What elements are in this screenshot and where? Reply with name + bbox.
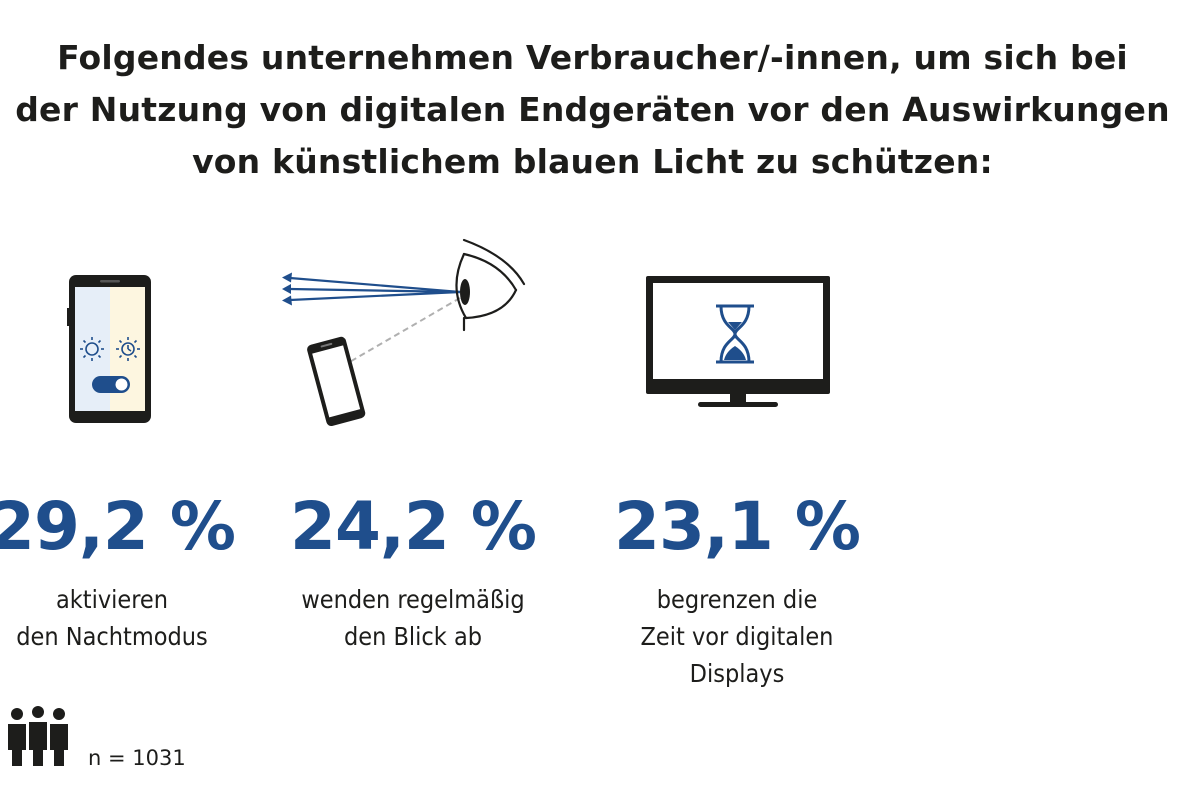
stat-label-2: wenden regelmäßig den Blick ab bbox=[263, 581, 563, 655]
title-line-2: der Nutzung von digitalen Endgeräten vor… bbox=[15, 90, 1170, 129]
title-line-1: Folgendes unternehmen Verbraucher/-innen… bbox=[57, 38, 1128, 77]
stat-value-3: 23,1 % bbox=[614, 488, 861, 565]
sample-size: n = 1031 bbox=[88, 746, 186, 770]
title-line-3: von künstlichem blauen Licht zu schützen… bbox=[192, 142, 993, 181]
stat-label-3-line-1: begrenzen die bbox=[656, 585, 818, 614]
stat-label-2-line-1: wenden regelmäßig bbox=[301, 585, 525, 614]
stat-label-1-line-1: aktivieren bbox=[55, 585, 169, 614]
smartphone-night-mode-icon bbox=[67, 275, 151, 423]
monitor-hourglass-icon bbox=[646, 276, 830, 407]
people-group-icon bbox=[8, 706, 68, 766]
stat-label-2-line-2: den Blick ab bbox=[343, 622, 483, 651]
eye-look-away-icon bbox=[282, 238, 526, 427]
stat-label-3: begrenzen die Zeit vor digitalen Display… bbox=[587, 581, 887, 692]
stat-value-2: 24,2 % bbox=[290, 488, 537, 565]
stat-value-1: 29,2 % bbox=[0, 488, 236, 565]
chart-title: Folgendes unternehmen Verbraucher/-innen… bbox=[0, 32, 1185, 188]
stat-item-1: 29,2 % aktivieren den Nachtmodus bbox=[0, 487, 262, 655]
stat-label-3-line-3: Displays bbox=[689, 659, 785, 688]
stat-label-3-line-2: Zeit vor digitalen bbox=[640, 622, 834, 651]
stat-item-3: 23,1 % begrenzen die Zeit vor digitalen … bbox=[587, 487, 887, 692]
stat-label-1: aktivieren den Nachtmodus bbox=[0, 581, 262, 655]
stat-item-2: 24,2 % wenden regelmäßig den Blick ab bbox=[263, 487, 563, 655]
stat-label-1-line-2: den Nachtmodus bbox=[16, 622, 208, 651]
